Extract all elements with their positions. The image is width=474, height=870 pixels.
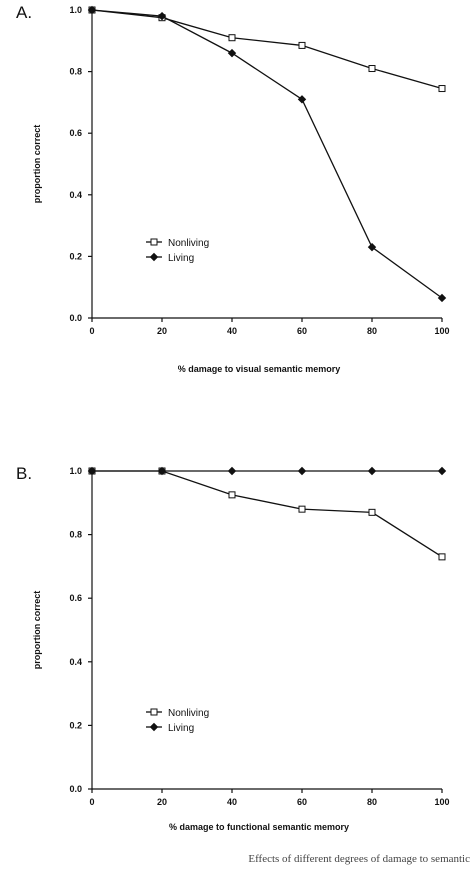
y-axis-title: proportion correct (32, 125, 42, 204)
y-tick-label: 0.2 (69, 251, 82, 261)
data-point-nonliving (228, 491, 236, 499)
data-point-living (227, 48, 237, 58)
y-tick-label: 0.4 (69, 190, 82, 200)
y-tick-label: 0.4 (69, 657, 82, 667)
y-tick-label: 0.0 (69, 313, 82, 323)
x-tick-label: 100 (434, 797, 449, 807)
data-point-living (157, 11, 167, 21)
panel-label: B. (16, 464, 32, 483)
chart-panel-a: A. 0.0 0.2 0.4 0.6 0.8 1.0 0 20 40 60 80 100 % damage… (16, 3, 450, 374)
data-point-living (437, 466, 447, 476)
data-point-nonliving (368, 508, 376, 516)
y-tick-label: 0.8 (69, 67, 82, 77)
y-tick-label: 0.6 (69, 128, 82, 138)
x-tick-label: 60 (297, 797, 307, 807)
legend-label-nonliving: Nonliving (168, 238, 209, 249)
y-tick-label: 0.2 (69, 720, 82, 730)
y-tick-label: 0.8 (69, 530, 82, 540)
x-tick-label: 40 (227, 326, 237, 336)
x-tick-label: 40 (227, 797, 237, 807)
x-tick-label: 80 (367, 326, 377, 336)
legend-marker-nonliving (150, 708, 158, 716)
data-point-nonliving (298, 505, 306, 513)
y-axis-title: proportion correct (32, 591, 42, 670)
data-point-nonliving (438, 553, 446, 561)
data-point-living (367, 466, 377, 476)
x-tick-label: 80 (367, 797, 377, 807)
y-tick-label: 0.0 (69, 784, 82, 794)
x-tick-label: 20 (157, 797, 167, 807)
x-tick-label: 0 (89, 797, 94, 807)
data-point-living (437, 293, 447, 303)
legend-marker-nonliving (150, 238, 158, 246)
data-point-living (87, 466, 97, 476)
y-tick-label: 1.0 (69, 5, 82, 15)
series-line-nonliving (91, 9, 443, 90)
data-point-living (87, 5, 97, 15)
caption-text: Effects of different degrees of damage t… (248, 853, 470, 865)
data-point-living (157, 466, 167, 476)
legend: Nonliving Living (146, 708, 209, 734)
x-tick-label: 60 (297, 326, 307, 336)
legend-marker-living (149, 722, 159, 732)
data-point-nonliving (228, 34, 236, 42)
series-line-nonliving (92, 470, 443, 558)
series-line-living (91, 9, 443, 299)
data-point-living (297, 95, 307, 104)
legend-marker-living (149, 252, 159, 262)
data-point-nonliving (438, 85, 446, 93)
panel-label: A. (16, 3, 32, 22)
legend-label-nonliving: Nonliving (168, 708, 209, 719)
data-point-living (367, 242, 377, 252)
chart-panel-b: B. 0.0 0.2 0.4 0.6 0.8 1.0 0 20 40 60 80 100 % damage… (16, 464, 450, 832)
x-axis-title: % damage to functional semantic memory (169, 822, 349, 832)
data-point-living (297, 466, 307, 476)
legend-label-living: Living (168, 723, 194, 734)
x-tick-label: 20 (157, 326, 167, 336)
data-point-nonliving (298, 41, 306, 49)
y-tick-label: 0.6 (69, 593, 82, 603)
legend-label-living: Living (168, 253, 194, 264)
x-tick-label: 100 (434, 326, 449, 336)
data-point-living (227, 466, 237, 476)
legend: Nonliving Living (146, 238, 209, 264)
data-point-nonliving (368, 65, 376, 73)
x-tick-label: 0 (89, 326, 94, 336)
y-tick-label: 1.0 (69, 466, 82, 476)
x-axis-title: % damage to visual semantic memory (178, 364, 341, 374)
